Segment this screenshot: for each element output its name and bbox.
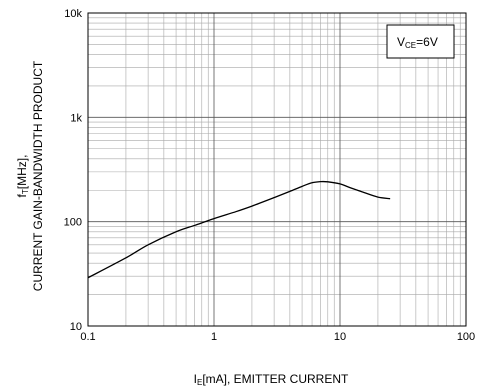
y-tick-label: 10 [70,321,82,333]
x-tick-label: 0.1 [80,331,95,343]
y-tick-label: 1k [70,112,82,124]
y-tick-label: 10k [64,8,82,20]
y-axis-label-line1: fT[MHz], [15,155,30,198]
annotation-frame [386,24,455,59]
minor-gridlines [88,13,466,326]
major-gridlines [88,13,466,326]
y-axis-label-line2: CURRENT GAIN-BANDWIDTH PRODUCT [31,60,45,291]
annotation-text: VCE=6V [397,35,438,50]
annotation-box: VCE=6V [386,24,455,59]
x-axis-label: IE[mA], EMITTER CURRENT [194,372,349,387]
series-layer [87,180,391,279]
plot-frame [87,12,467,327]
y-tick-label: 100 [64,217,82,229]
tick-labels: 0.1 1 10 100 10 100 1k 10k [64,8,476,343]
x-tick-label: 10 [334,331,346,343]
series-line [87,180,391,279]
y-axis-label: fT[MHz], CURRENT GAIN-BANDWIDTH PRODUCT [15,60,45,291]
x-tick-label: 1 [211,331,217,343]
x-tick-label: 100 [457,331,475,343]
